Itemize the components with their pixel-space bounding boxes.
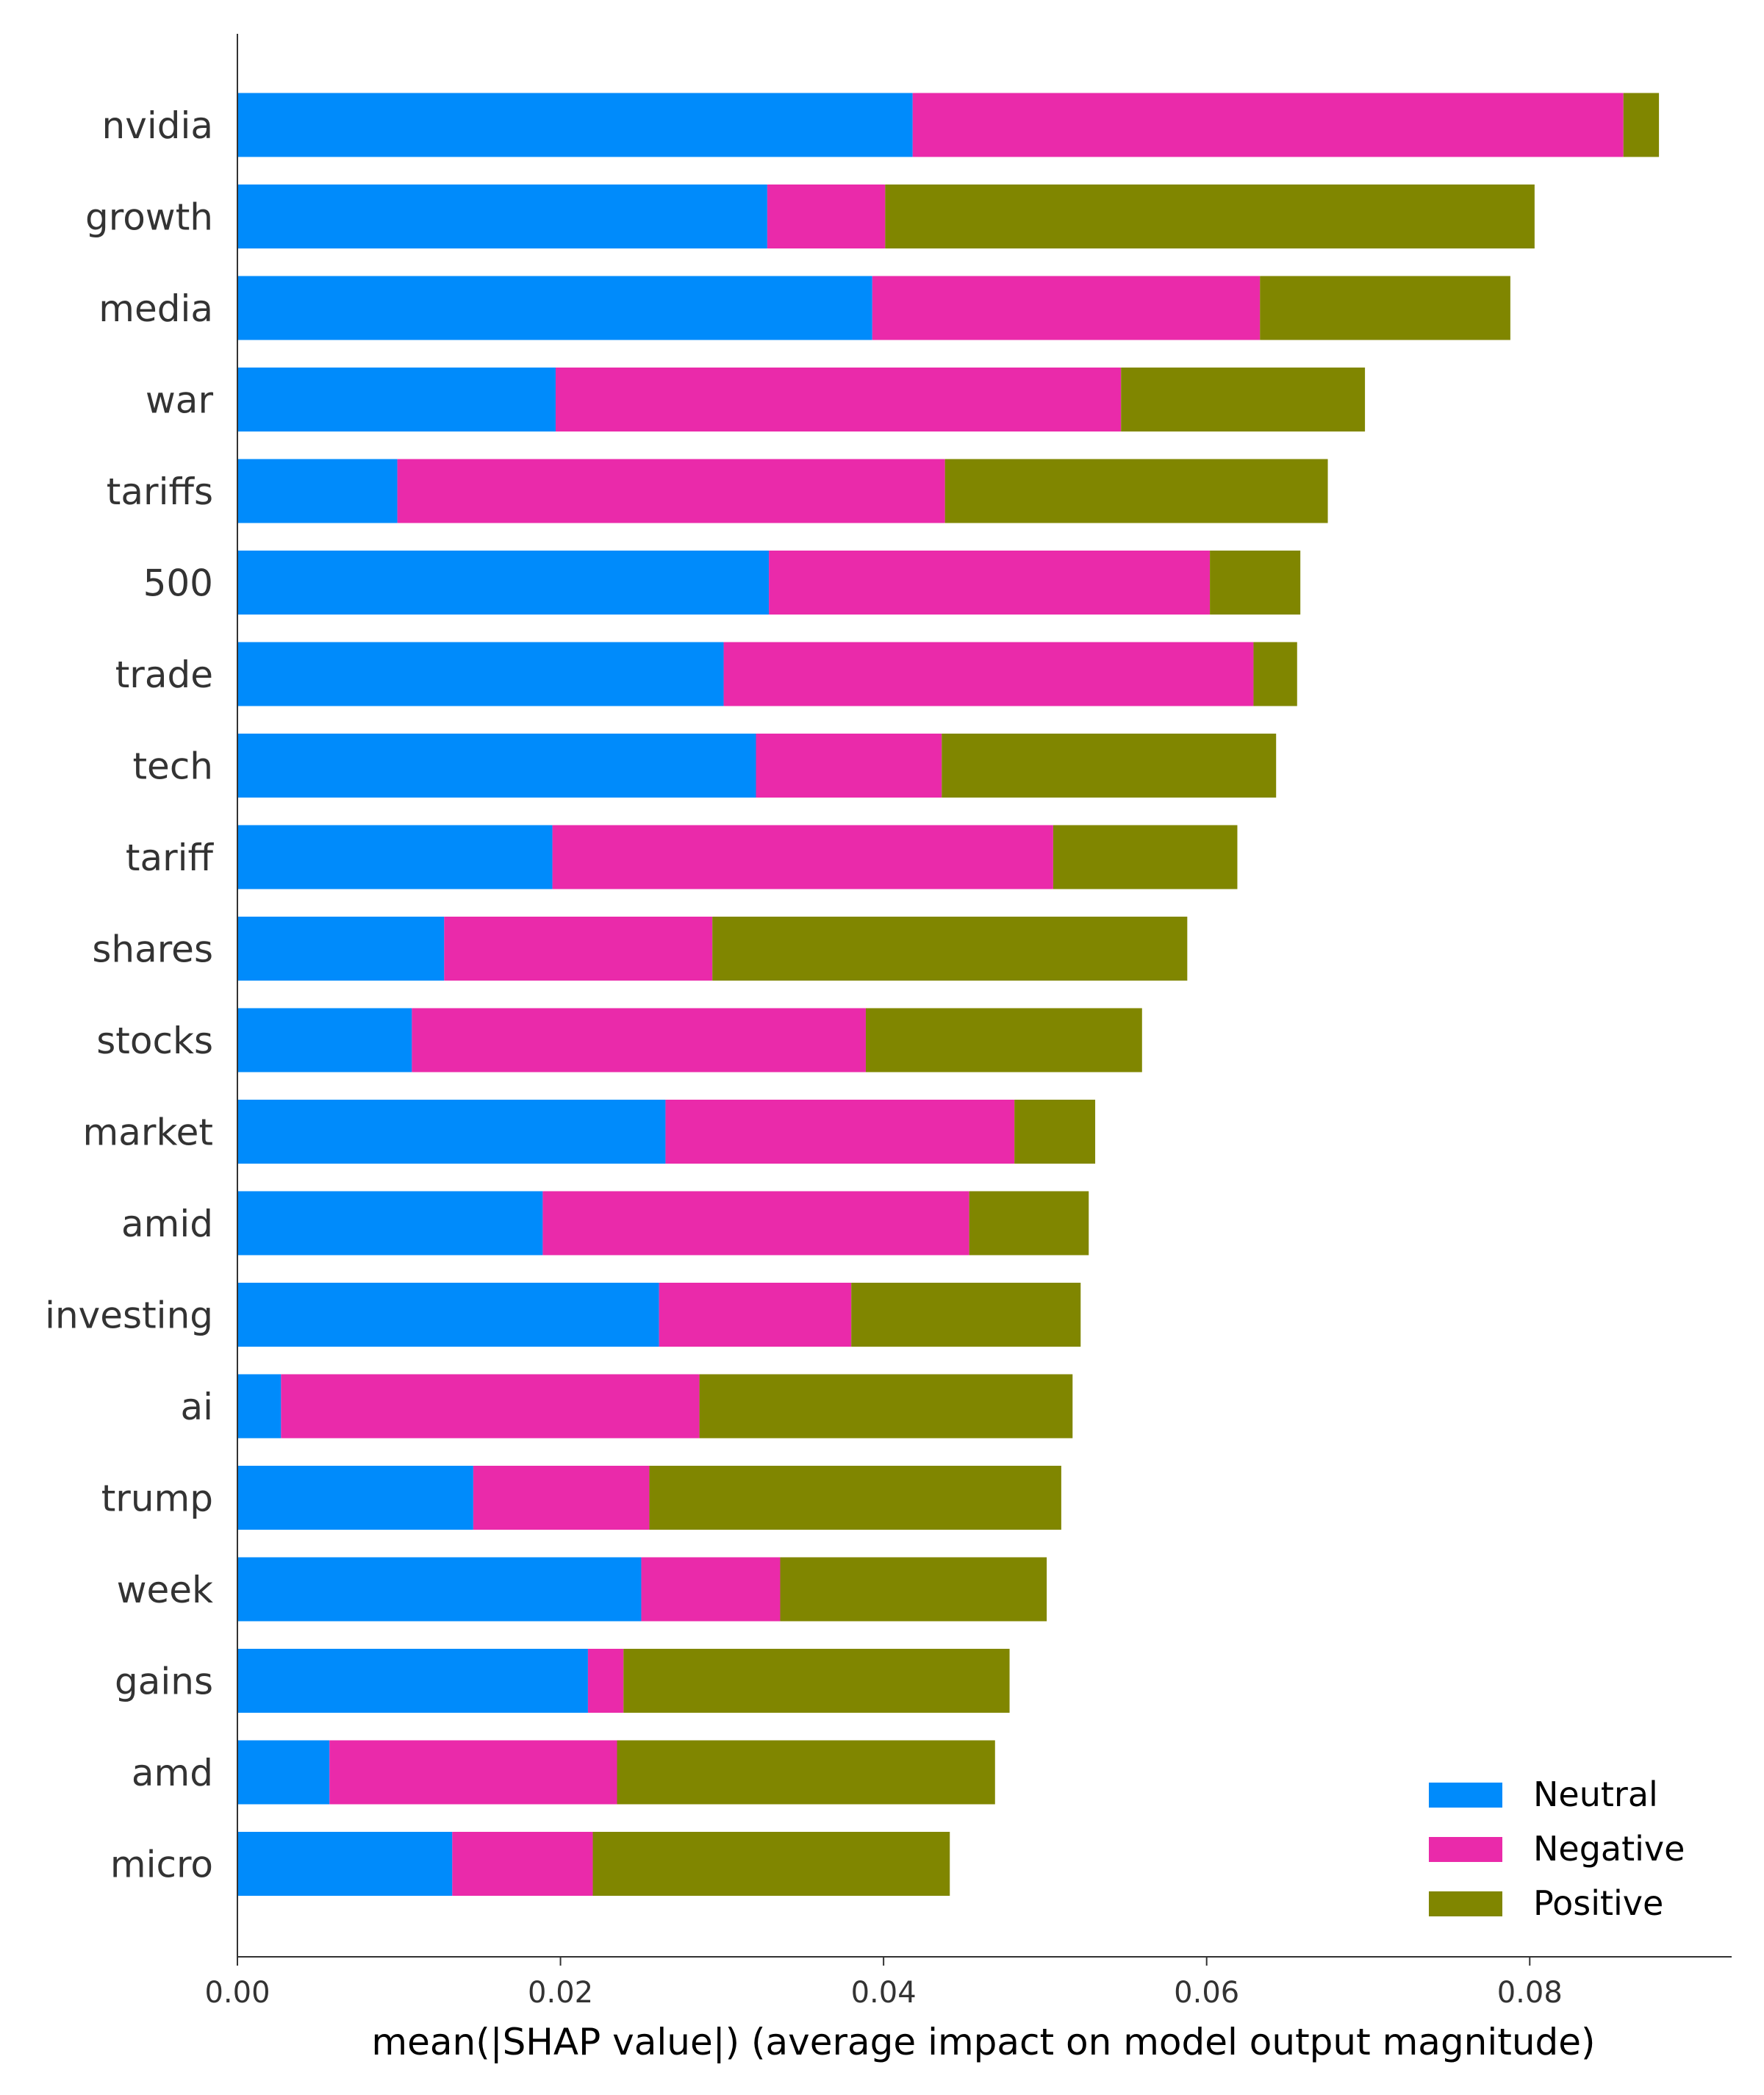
x-tick-label: 0.06 bbox=[1174, 1976, 1239, 2010]
bar-week-neutral bbox=[237, 1557, 642, 1622]
bar-500-neutral bbox=[237, 551, 770, 615]
bar-stocks-negative bbox=[412, 1008, 866, 1072]
bar-shares-neutral bbox=[237, 917, 445, 981]
category-label-nvidia: nvidia bbox=[102, 104, 213, 147]
category-label-media: media bbox=[98, 287, 213, 330]
bar-tariff-positive bbox=[1053, 825, 1238, 889]
bar-growth-negative bbox=[767, 185, 886, 248]
legend-label-positive: Positive bbox=[1533, 1883, 1663, 1923]
bar-amd-negative bbox=[329, 1740, 617, 1805]
category-label-growth: growth bbox=[85, 196, 213, 239]
bars-group bbox=[237, 93, 1660, 1896]
legend-label-neutral: Neutral bbox=[1533, 1775, 1658, 1814]
bar-micro-negative bbox=[452, 1832, 593, 1896]
legend: Neutral Negative Positive bbox=[1429, 1775, 1685, 1923]
x-tick-label: 0.00 bbox=[204, 1976, 270, 2010]
bar-amid-positive bbox=[969, 1191, 1089, 1256]
category-label-micro: micro bbox=[110, 1844, 213, 1886]
bar-amid-negative bbox=[542, 1191, 969, 1256]
bar-trade-negative bbox=[723, 642, 1254, 706]
bar-media-negative bbox=[872, 276, 1261, 340]
bar-amid-neutral bbox=[237, 1191, 543, 1256]
category-label-shares: shares bbox=[92, 928, 213, 971]
legend-swatch-neutral bbox=[1429, 1783, 1502, 1808]
bar-trade-neutral bbox=[237, 642, 724, 706]
bar-shares-positive bbox=[712, 917, 1188, 981]
bar-trump-positive bbox=[649, 1466, 1061, 1530]
bar-nvidia-positive bbox=[1623, 93, 1660, 157]
bar-media-neutral bbox=[237, 276, 872, 340]
bar-tech-positive bbox=[942, 734, 1277, 798]
bar-tariff-neutral bbox=[237, 825, 553, 889]
bar-gains-neutral bbox=[237, 1649, 588, 1713]
bar-war-negative bbox=[555, 368, 1122, 431]
bar-investing-positive bbox=[851, 1283, 1081, 1347]
bar-500-positive bbox=[1210, 551, 1301, 615]
bar-tech-negative bbox=[756, 734, 942, 798]
bar-500-negative bbox=[769, 551, 1211, 615]
bar-week-negative bbox=[641, 1557, 781, 1622]
bar-tech-neutral bbox=[237, 734, 756, 798]
legend-swatch-positive bbox=[1429, 1891, 1502, 1916]
bar-amd-positive bbox=[617, 1740, 995, 1805]
bar-micro-positive bbox=[592, 1832, 950, 1896]
category-label-investing: investing bbox=[45, 1294, 213, 1337]
category-label-500: 500 bbox=[143, 562, 213, 605]
category-label-week: week bbox=[117, 1569, 213, 1611]
category-labels-group: nvidia growth media war tariffs 500 trade tech t… bbox=[45, 104, 214, 1886]
category-label-war: war bbox=[146, 379, 214, 422]
bar-investing-neutral bbox=[237, 1283, 659, 1347]
bar-investing-negative bbox=[659, 1283, 852, 1347]
category-label-tariffs: tariffs bbox=[107, 470, 213, 513]
bar-micro-neutral bbox=[237, 1832, 453, 1896]
x-tick-label: 0.08 bbox=[1497, 1976, 1563, 2010]
bar-tariff-negative bbox=[552, 825, 1053, 889]
bar-nvidia-neutral bbox=[237, 93, 913, 157]
bar-market-neutral bbox=[237, 1100, 666, 1164]
bar-tariffs-neutral bbox=[237, 459, 398, 523]
bar-stocks-neutral bbox=[237, 1008, 412, 1072]
bar-trump-neutral bbox=[237, 1466, 473, 1530]
category-label-trade: trade bbox=[115, 653, 213, 696]
legend-label-negative: Negative bbox=[1533, 1829, 1685, 1869]
x-axis-title: mean(|SHAP value|) (average impact on mo… bbox=[371, 2021, 1595, 2063]
category-label-tech: tech bbox=[132, 745, 213, 788]
bar-market-positive bbox=[1014, 1100, 1096, 1164]
bar-tariffs-positive bbox=[944, 459, 1328, 523]
bar-week-positive bbox=[780, 1557, 1047, 1622]
legend-swatch-negative bbox=[1429, 1837, 1502, 1862]
bar-shares-negative bbox=[444, 917, 713, 981]
category-label-stocks: stocks bbox=[96, 1020, 213, 1062]
bar-gains-positive bbox=[623, 1649, 1010, 1713]
bar-amd-neutral bbox=[237, 1740, 330, 1805]
category-label-tariff: tariff bbox=[126, 837, 215, 879]
category-label-amd: amd bbox=[132, 1752, 213, 1794]
category-label-market: market bbox=[83, 1111, 213, 1154]
x-tick-label: 0.04 bbox=[851, 1976, 917, 2010]
bar-tariffs-negative bbox=[397, 459, 945, 523]
category-label-trump: trump bbox=[101, 1478, 213, 1520]
bar-trade-positive bbox=[1253, 642, 1297, 706]
category-label-gains: gains bbox=[115, 1661, 213, 1703]
bar-war-neutral bbox=[237, 368, 556, 431]
bar-media-positive bbox=[1260, 276, 1510, 340]
x-ticks-group: 0.00 0.02 0.04 0.06 0.08 bbox=[204, 1957, 1563, 2010]
bar-growth-neutral bbox=[237, 185, 767, 248]
bar-market-negative bbox=[665, 1100, 1015, 1164]
bar-ai-positive bbox=[699, 1374, 1073, 1439]
bar-ai-neutral bbox=[237, 1374, 282, 1439]
bar-gains-negative bbox=[587, 1649, 624, 1713]
bar-nvidia-negative bbox=[912, 93, 1624, 157]
bar-ai-negative bbox=[281, 1374, 700, 1439]
bar-growth-positive bbox=[885, 185, 1535, 248]
bar-trump-negative bbox=[473, 1466, 650, 1530]
category-label-ai: ai bbox=[180, 1386, 213, 1428]
bar-war-positive bbox=[1121, 368, 1366, 431]
category-label-amid: amid bbox=[121, 1203, 213, 1245]
x-tick-label: 0.02 bbox=[528, 1976, 593, 2010]
bar-stocks-positive bbox=[865, 1008, 1142, 1072]
